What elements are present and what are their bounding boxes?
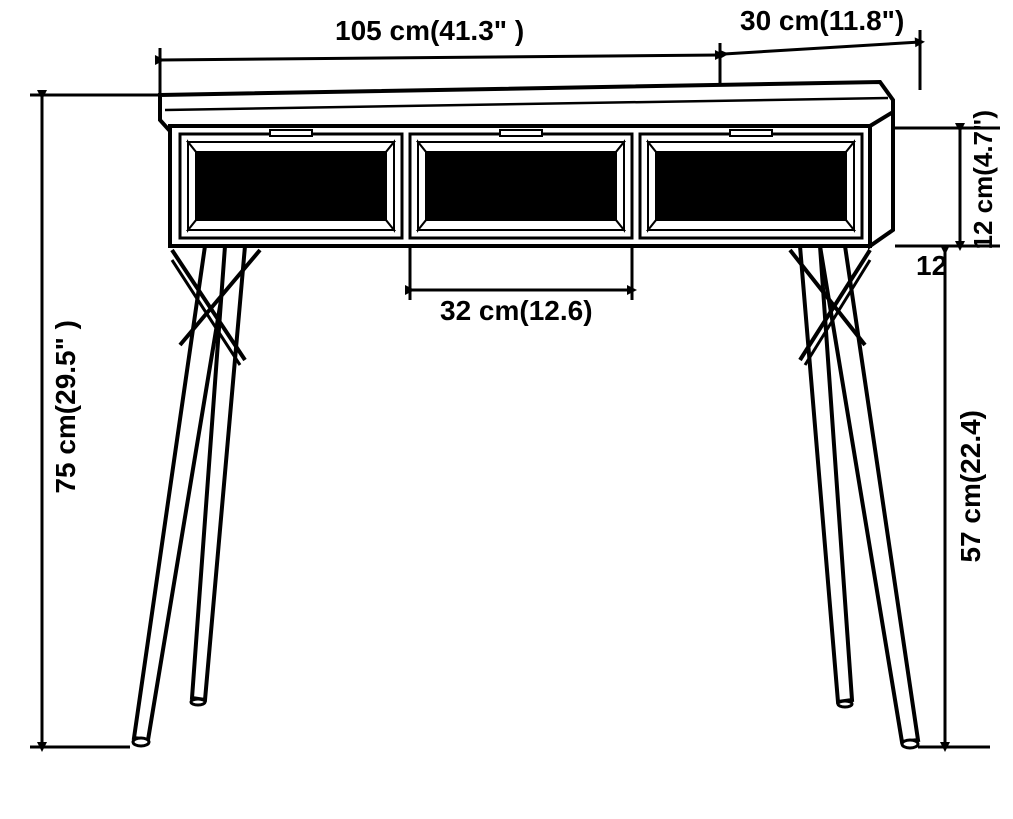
label-width-top: 105 cm(41.3" )	[335, 15, 524, 47]
label-total-height: 75 cm(29.5" )	[50, 320, 82, 494]
dim-drawer-width	[410, 248, 632, 300]
label-depth-top: 30 cm(11.8")	[740, 5, 904, 37]
dim-depth-top	[724, 30, 920, 90]
drawer-2	[410, 130, 632, 238]
label-leg-height: 57 cm(22.4)	[955, 410, 987, 563]
label-drawer-width: 32 cm(12.6)	[440, 295, 593, 327]
drawer-1	[180, 130, 402, 238]
drawer-3	[640, 130, 862, 238]
diagram-canvas	[0, 0, 1013, 819]
label-drawer-height: 12 cm(4.7")	[968, 110, 999, 250]
label-drawer-height-num: 12	[916, 250, 947, 282]
